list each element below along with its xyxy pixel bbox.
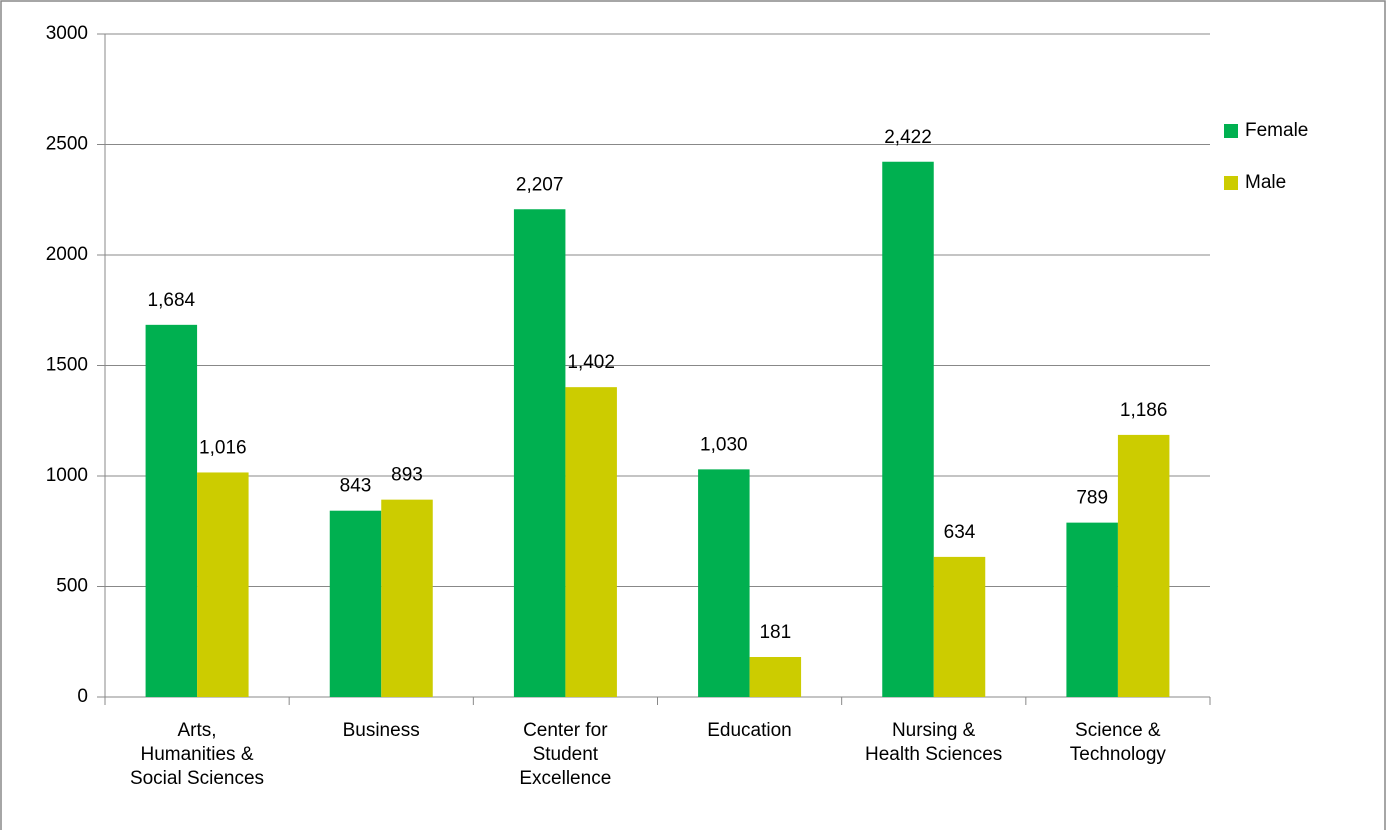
y-tick-label: 3000 <box>46 23 88 44</box>
bar <box>565 387 617 697</box>
y-tick-label: 1000 <box>46 465 88 486</box>
data-label: 2,207 <box>516 174 564 195</box>
bar <box>145 324 198 697</box>
bar <box>513 209 566 698</box>
data-label: 789 <box>1076 488 1108 509</box>
y-tick-label: 0 <box>77 686 88 707</box>
bar <box>197 472 249 697</box>
x-tick-label: Arts, Humanities & Social Sciences <box>129 720 265 789</box>
bar <box>381 499 433 697</box>
data-label: 1,186 <box>1120 400 1168 421</box>
bar <box>1117 434 1170 697</box>
data-label: 2,422 <box>884 127 932 148</box>
y-tick-label: 1500 <box>46 355 88 376</box>
legend-label: Female <box>1245 120 1308 141</box>
legend-label: Male <box>1245 172 1286 193</box>
legend-swatch <box>1224 124 1238 138</box>
bar <box>329 510 382 697</box>
data-label: 1,030 <box>700 434 748 455</box>
data-label: 893 <box>391 465 423 486</box>
y-tick-label: 2000 <box>46 244 88 265</box>
data-label: 843 <box>340 476 372 497</box>
data-label: 1,684 <box>148 290 196 311</box>
data-label: 1,016 <box>199 437 247 458</box>
y-tick-label: 2500 <box>46 134 88 155</box>
bar <box>749 656 802 697</box>
x-tick-label: Education <box>707 720 792 741</box>
bar <box>698 469 750 697</box>
data-label: 634 <box>944 522 976 543</box>
bar <box>933 556 986 697</box>
x-tick-label: Business <box>342 720 420 741</box>
y-tick-label: 500 <box>56 576 88 597</box>
x-tick-label: Center for Student Excellence <box>519 720 612 789</box>
data-label: 181 <box>759 622 791 643</box>
data-label: 1,402 <box>567 352 615 373</box>
x-tick-label: Nursing & Health Sciences <box>865 720 1003 765</box>
bar <box>882 161 934 697</box>
x-tick-label: Science & Technology <box>1069 720 1166 765</box>
bar <box>1066 522 1118 697</box>
legend-swatch <box>1224 176 1238 190</box>
